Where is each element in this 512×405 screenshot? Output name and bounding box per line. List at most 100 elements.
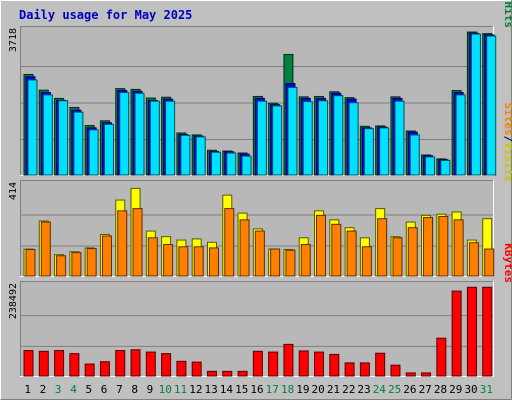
visits-bar-sites-27 [423, 217, 434, 277]
visits-legend: Sites/Visits [502, 103, 512, 183]
kbytes-legend: KBytes [502, 243, 512, 283]
visits-bar-sites-19 [300, 244, 311, 277]
x-tick-label-15: 15 [235, 383, 248, 396]
x-tick-label-5: 5 [85, 383, 92, 396]
visits-bar-sites-29 [453, 219, 464, 277]
kbytes-bar-kbytes-10 [161, 353, 172, 377]
hits-bar-pages-30 [470, 33, 481, 176]
visits-bar-sites-9 [147, 237, 158, 277]
kbytes-bar-kbytes-6 [99, 361, 110, 377]
x-tick-label-7: 7 [116, 383, 123, 396]
x-tick-label-10: 10 [159, 383, 172, 396]
x-tick-label-20: 20 [312, 383, 325, 396]
visits-bar-sites-7 [117, 210, 128, 277]
hits-bar-pages-8 [134, 92, 145, 176]
visits-bar-sites-13 [208, 247, 219, 277]
x-tick-label-29: 29 [449, 383, 462, 396]
x-tick-label-28: 28 [434, 383, 447, 396]
x-tick-label-25: 25 [388, 383, 401, 396]
hits-bar-pages-24 [379, 127, 390, 176]
x-tick-label-27: 27 [419, 383, 432, 396]
visits-bar-sites-18 [285, 249, 296, 277]
hits-bar-pages-10 [165, 100, 176, 176]
hits-bar-pages-18 [287, 86, 298, 176]
hits-bar-pages-14 [226, 152, 237, 176]
x-tick-label-12: 12 [189, 383, 202, 396]
kbytes-bar-kbytes-12 [191, 361, 202, 377]
x-tick-label-4: 4 [70, 383, 77, 396]
hits-bar-pages-16 [256, 100, 267, 176]
hits-bar-pages-11 [180, 134, 191, 176]
hits-bar-pages-22 [348, 102, 359, 176]
visits-bar-sites-1 [25, 248, 36, 277]
hits-legend-item: Hits [502, 2, 512, 29]
hits-bar-pages-13 [210, 151, 221, 176]
kbytes-bar-kbytes-9 [145, 351, 156, 377]
hits-bar-pages-23 [363, 128, 374, 176]
visits-legend-item: Visits [502, 142, 512, 182]
visits-bar-sites-11 [178, 246, 189, 277]
kbytes-bar-kbytes-16 [252, 350, 263, 377]
x-tick-label-9: 9 [147, 383, 154, 396]
x-tick-label-18: 18 [281, 383, 294, 396]
kbytes-bar-kbytes-31 [482, 286, 493, 377]
x-tick-label-2: 2 [40, 383, 47, 396]
hits-bar-pages-7 [119, 92, 130, 176]
kbytes-bar-kbytes-23 [359, 362, 370, 377]
kbytes-bar-kbytes-8 [130, 349, 141, 377]
kbytes-bar-kbytes-17 [268, 351, 279, 377]
chart-title: Daily usage for May 2025 [19, 8, 192, 22]
x-tick-label-24: 24 [373, 383, 387, 396]
visits-bar-sites-21 [331, 223, 342, 277]
visits-bar-sites-10 [163, 244, 174, 277]
hits-legend: Pages/Files/Hits [502, 0, 512, 28]
hits-bar-pages-19 [302, 101, 313, 176]
visits-bar-sites-4 [71, 252, 82, 277]
kbytes-bar-kbytes-5 [84, 363, 95, 377]
x-tick-label-1: 1 [24, 383, 31, 396]
visits-bar-sites-26 [407, 227, 418, 277]
kbytes-bar-kbytes-3 [54, 350, 65, 377]
kbytes-bar-kbytes-30 [466, 286, 477, 377]
kbytes-legend-item: KBytes [502, 243, 512, 283]
visits-bar-sites-31 [484, 248, 495, 277]
hits-bar-pages-28 [440, 159, 451, 176]
x-tick-label-8: 8 [131, 383, 138, 396]
hits-bar-pages-20 [318, 100, 329, 176]
x-tick-label-26: 26 [403, 383, 416, 396]
x-tick-label-6: 6 [101, 383, 108, 396]
visits-bar-sites-5 [86, 248, 97, 277]
hits-bar-pages-9 [149, 100, 160, 176]
kbytes-bar-kbytes-28 [436, 337, 447, 377]
x-tick-label-13: 13 [205, 383, 218, 396]
kbytes-bar-kbytes-13 [206, 370, 217, 377]
kbytes-bar-kbytes-15 [237, 370, 248, 377]
hits-bar-pages-2 [42, 94, 53, 176]
visits-bar-sites-8 [132, 208, 143, 277]
kbytes-bar-kbytes-29 [451, 290, 462, 377]
kbytes-bar-kbytes-2 [38, 350, 49, 377]
hits-bar-pages-27 [425, 156, 436, 176]
hits-bar-pages-29 [455, 94, 466, 176]
kbytes-bar-kbytes-7 [115, 350, 126, 377]
x-tick-label-23: 23 [357, 383, 370, 396]
kbytes-bar-kbytes-4 [69, 353, 80, 377]
visits-bar-sites-23 [361, 246, 372, 277]
x-tick-label-19: 19 [296, 383, 309, 396]
kbytes-bar-kbytes-19 [298, 350, 309, 377]
hits-bar-pages-21 [333, 95, 344, 176]
kbytes-bar-kbytes-27 [421, 372, 432, 377]
visits-bar-sites-12 [193, 246, 204, 277]
visits-bar-sites-28 [438, 215, 449, 277]
x-tick-label-31: 31 [480, 383, 493, 396]
visits-bar-sites-24 [377, 218, 388, 277]
hits-bar-pages-26 [409, 134, 420, 176]
hits-bar-pages-1 [27, 79, 38, 176]
x-tick-label-3: 3 [55, 383, 62, 396]
visits-bar-sites-25 [392, 237, 403, 277]
visits-legend-item: / [502, 136, 512, 143]
x-tick-label-11: 11 [174, 383, 187, 396]
kbytes-bar-kbytes-26 [405, 372, 416, 377]
hits-bar-pages-4 [73, 111, 84, 176]
